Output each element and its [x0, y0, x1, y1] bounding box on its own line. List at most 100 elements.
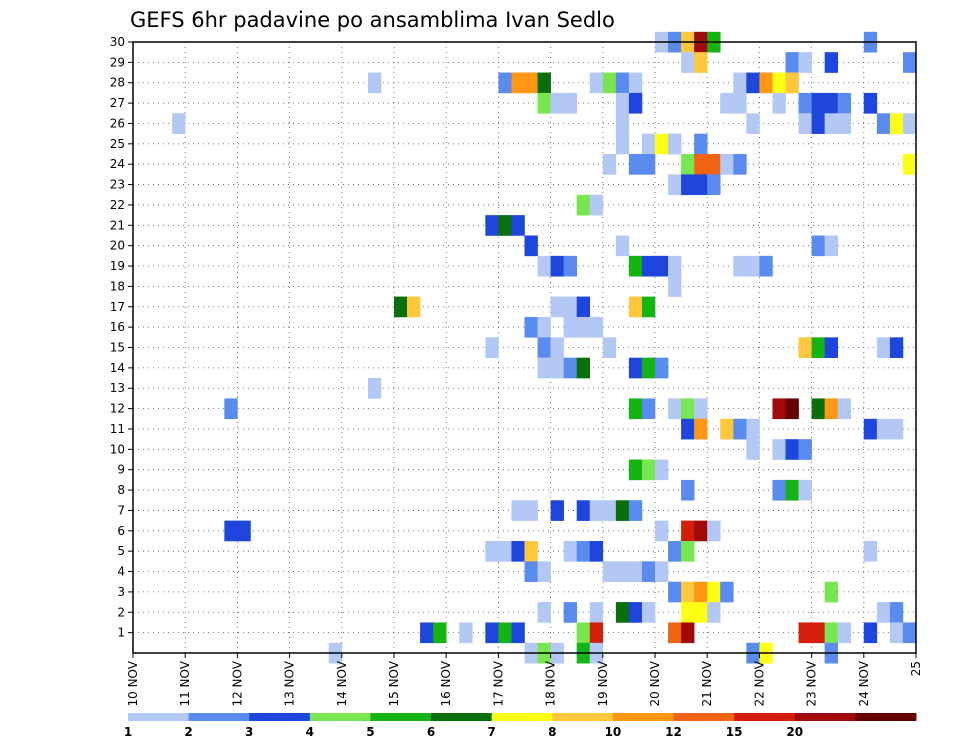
y-tick-label: 17: [110, 300, 125, 314]
legend-swatch: [370, 713, 432, 721]
y-tick-label: 21: [110, 218, 125, 232]
heatmap-cell: [876, 602, 891, 623]
heatmap-cell: [550, 500, 564, 521]
legend-label: 15: [726, 725, 743, 739]
heatmap-cell: [563, 540, 577, 562]
heatmap-cell: [707, 581, 721, 603]
heatmap-cell: [798, 92, 812, 114]
heatmap-cell: [668, 581, 682, 603]
heatmap-cell: [902, 154, 917, 175]
heatmap-cell: [785, 72, 799, 94]
legend-label: 3: [245, 725, 253, 739]
heatmap-cell: [655, 459, 669, 481]
x-tick-label: 13 NOV: [283, 660, 297, 706]
heatmap-cell: [889, 113, 904, 134]
heatmap-cell: [824, 581, 838, 603]
heatmap-cell: [746, 418, 760, 440]
heatmap-cell: [628, 255, 643, 277]
heatmap-cell: [837, 92, 852, 114]
heatmap-cell: [798, 52, 812, 73]
heatmap-cell: [537, 561, 551, 583]
heatmap-cell: [655, 357, 669, 379]
heatmap-cell: [628, 72, 643, 94]
heatmap-cell: [563, 296, 577, 318]
heatmap-cell: [563, 255, 577, 277]
heatmap-cell: [811, 235, 825, 257]
heatmap-cell: [550, 92, 564, 114]
legend-label: 20: [786, 725, 803, 739]
heatmap-cell: [550, 296, 564, 318]
y-tick-label: 4: [117, 565, 125, 579]
heatmap-cell: [889, 622, 904, 644]
heatmap-cell: [628, 602, 643, 623]
legend-swatch: [188, 713, 250, 721]
heatmap-cell: [707, 520, 721, 542]
heatmap-cell: [681, 520, 695, 542]
heatmap-cell: [837, 622, 852, 644]
heatmap-cell: [785, 52, 799, 73]
x-tick-label: 24 NOV: [857, 660, 871, 706]
y-tick-label: 26: [110, 116, 125, 130]
legend-swatch: [552, 713, 614, 721]
heatmap-cell: [811, 398, 825, 420]
y-tick-label: 7: [117, 503, 125, 517]
x-tick-label: 18 NOV: [544, 660, 558, 706]
heatmap-cell: [694, 133, 708, 155]
heatmap-cell: [811, 337, 825, 358]
heatmap-cell: [537, 602, 551, 623]
x-axis-ticks: 10 NOV 11 NOV 12 NOV 13 NOV 14 NOV 15 NOV 16 N…: [126, 653, 923, 707]
heatmap-cell: [615, 235, 630, 257]
legend-swatch: [249, 713, 311, 721]
heatmap-cell: [863, 622, 878, 644]
heatmap-cell: [733, 92, 747, 114]
heatmap-cell: [367, 378, 382, 399]
heatmap-cell: [824, 398, 838, 420]
heatmap-cell: [498, 540, 512, 562]
heatmap-cell: [785, 479, 799, 501]
heatmap-cell: [576, 194, 591, 216]
heatmap-cell: [511, 215, 525, 236]
heatmap-cell: [537, 72, 551, 94]
heatmap-cell: [798, 622, 812, 644]
y-tick-label: 14: [110, 361, 125, 375]
heatmap-cell: [511, 500, 525, 521]
heatmap-cell: [902, 622, 917, 644]
x-tick-label: 17 NOV: [491, 660, 505, 706]
y-tick-label: 5: [117, 544, 125, 558]
legend-swatch: [794, 713, 856, 721]
heatmap-cell: [615, 72, 630, 94]
heatmap-cell: [772, 92, 786, 114]
heatmap-cell: [785, 439, 799, 460]
y-axis-ticks: 1234567891011121314151617181920212223242…: [110, 35, 133, 640]
legend-label: 2: [184, 725, 192, 739]
heatmap-cell: [420, 622, 434, 644]
legend-swatch: [673, 713, 735, 721]
heatmap-cell: [563, 92, 577, 114]
heatmap-cell: [798, 337, 812, 358]
heatmap-cell: [237, 520, 251, 542]
heatmap-cell: [563, 602, 577, 623]
heatmap-cell: [798, 439, 812, 460]
heatmap-cell: [485, 540, 499, 562]
heatmap-cell: [550, 255, 564, 277]
x-tick-label: 22 NOV: [752, 660, 766, 706]
heatmap-cell: [889, 337, 904, 358]
legend-label: 8: [548, 725, 556, 739]
heatmap-cell: [746, 255, 760, 277]
y-tick-label: 29: [110, 55, 125, 69]
heatmap-cell: [889, 418, 904, 440]
heatmap-cell: [668, 540, 682, 562]
heatmap-cell: [576, 622, 591, 644]
heatmap-cell: [589, 500, 604, 521]
heatmap-cell: [681, 174, 695, 196]
heatmap-cell: [668, 174, 682, 196]
heatmap-cell: [524, 561, 538, 583]
heatmap-cell: [511, 540, 525, 562]
heatmap-cell: [589, 316, 604, 338]
heatmap-cell: [628, 296, 643, 318]
y-tick-label: 20: [110, 239, 125, 253]
heatmap-cell: [694, 418, 708, 440]
heatmap-cell: [628, 500, 643, 521]
heatmap-cell: [863, 540, 878, 562]
